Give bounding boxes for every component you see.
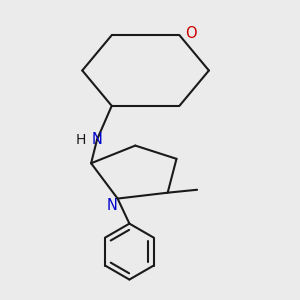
Text: O: O: [185, 26, 197, 41]
Text: H: H: [76, 133, 86, 147]
Text: N: N: [92, 132, 102, 147]
Text: N: N: [106, 198, 117, 213]
